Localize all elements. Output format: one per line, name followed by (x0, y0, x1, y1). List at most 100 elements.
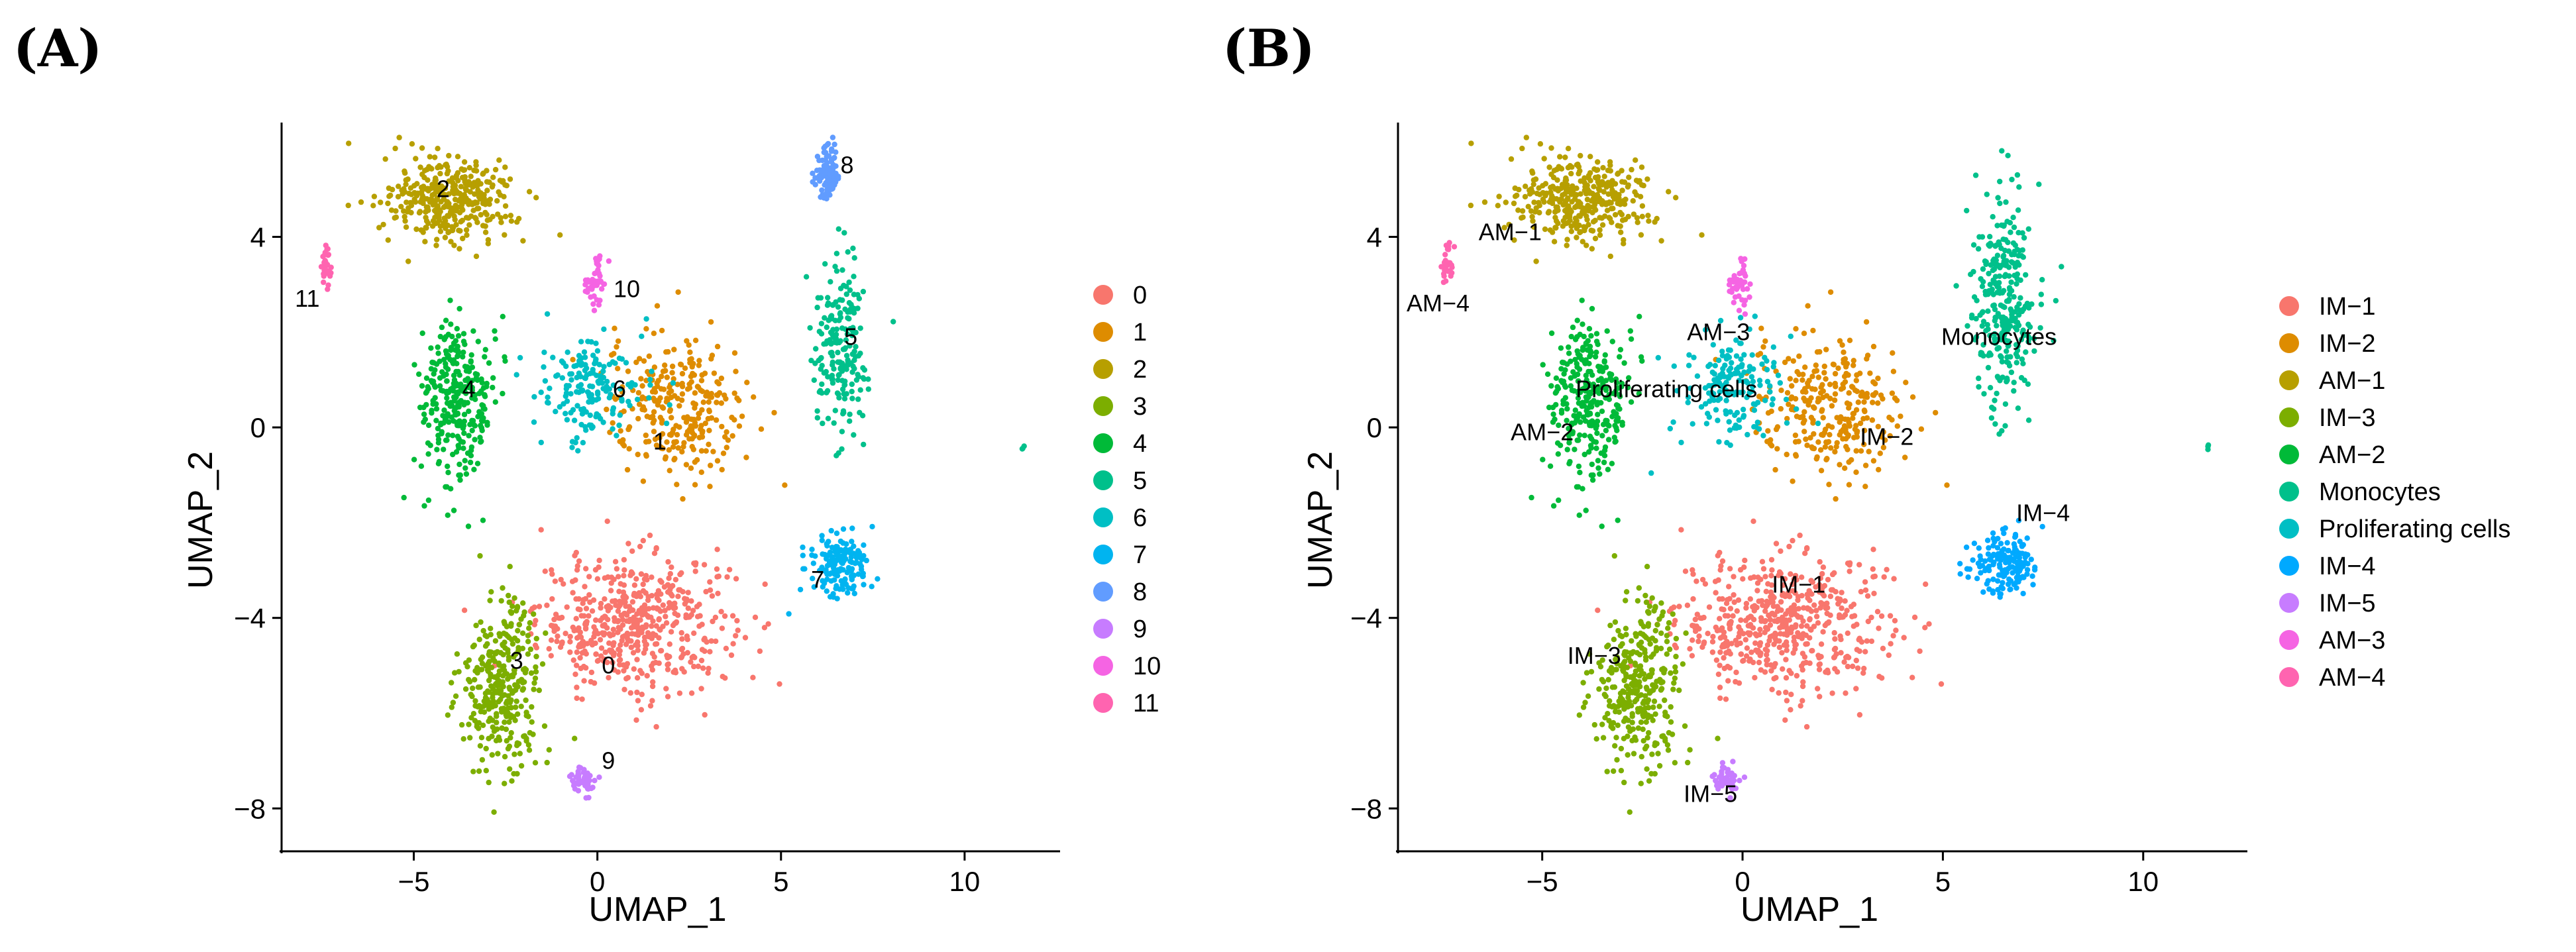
data-point (651, 364, 658, 370)
data-point (1734, 642, 1740, 648)
data-point (588, 637, 594, 643)
data-point (455, 352, 461, 358)
data-point (425, 207, 431, 213)
data-point (1572, 407, 1578, 413)
data-point (824, 186, 830, 192)
data-point (1582, 358, 1587, 364)
cluster-label: 4 (462, 376, 476, 403)
data-point (1870, 343, 1877, 350)
data-point (581, 349, 588, 355)
data-point (835, 450, 841, 456)
data-point (2004, 359, 2010, 365)
data-point (563, 390, 570, 396)
data-point (2012, 533, 2019, 539)
data-point (1631, 211, 1637, 217)
data-point (676, 587, 682, 593)
data-point (619, 637, 625, 644)
data-point (1845, 655, 1852, 661)
data-point (1598, 399, 1604, 406)
data-point (1527, 191, 1533, 197)
data-point (1625, 752, 1631, 758)
data-point (1579, 297, 1585, 303)
data-point (508, 705, 514, 711)
data-point (1824, 600, 1830, 606)
data-point (1706, 604, 1713, 610)
data-point (617, 657, 623, 663)
data-point (1612, 181, 1619, 187)
data-point (1709, 649, 1716, 655)
data-point (1541, 156, 1547, 162)
data-point (1778, 388, 1784, 394)
data-point (643, 646, 649, 652)
data-point (470, 768, 476, 774)
data-point (634, 611, 640, 617)
data-point (800, 544, 806, 551)
data-point (692, 390, 698, 396)
data-point (689, 444, 695, 450)
data-point (2019, 230, 2025, 236)
data-point (455, 343, 460, 350)
data-point (1695, 638, 1701, 645)
data-point (1636, 179, 1642, 185)
data-point (1754, 588, 1760, 594)
data-point (1770, 396, 1776, 402)
data-point (579, 696, 585, 702)
data-point (1792, 646, 1798, 652)
data-point (1588, 333, 1594, 339)
data-point (453, 449, 460, 455)
data-point (1662, 710, 1668, 715)
data-point (1719, 558, 1726, 564)
data-point (1854, 434, 1860, 440)
data-point (587, 412, 593, 418)
data-point (649, 698, 655, 704)
data-point (1590, 219, 1597, 225)
cluster-label: 0 (602, 652, 615, 679)
data-point (847, 287, 853, 293)
data-point (1495, 203, 1501, 209)
data-point (677, 571, 683, 578)
data-point (515, 627, 521, 634)
data-point (1770, 364, 1776, 370)
data-point (467, 421, 473, 427)
data-point (2015, 578, 2021, 585)
data-point (468, 358, 474, 364)
data-point (685, 590, 691, 596)
data-point (1568, 333, 1574, 340)
data-point (514, 770, 520, 777)
data-point (842, 306, 848, 312)
data-point (698, 657, 705, 664)
data-point (1764, 378, 1771, 385)
data-point (1645, 213, 1651, 219)
data-point (572, 735, 578, 741)
data-point (761, 625, 768, 631)
data-point (600, 368, 606, 374)
data-point (1784, 647, 1790, 653)
data-point (1778, 599, 1784, 605)
data-point (585, 277, 591, 283)
data-point (2039, 523, 2045, 530)
data-point (1690, 571, 1696, 577)
data-point (396, 134, 402, 140)
data-point (1630, 726, 1636, 732)
data-point (1548, 330, 1555, 337)
data-point (650, 605, 657, 611)
data-point (567, 649, 573, 655)
data-point (811, 584, 818, 590)
data-point (1743, 617, 1749, 623)
data-point (542, 378, 549, 384)
data-point (1522, 193, 1529, 200)
data-point (594, 260, 600, 267)
data-point (425, 497, 432, 503)
data-point (635, 629, 641, 635)
data-point (1746, 390, 1752, 396)
data-point (1717, 649, 1723, 655)
data-point (606, 674, 612, 681)
data-point (1601, 174, 1607, 180)
data-point (1672, 675, 1678, 681)
data-point (1624, 664, 1631, 670)
data-point (1682, 568, 1689, 574)
data-point (602, 596, 608, 602)
data-point (1615, 722, 1621, 729)
data-point (638, 376, 644, 382)
data-point (1717, 615, 1723, 621)
